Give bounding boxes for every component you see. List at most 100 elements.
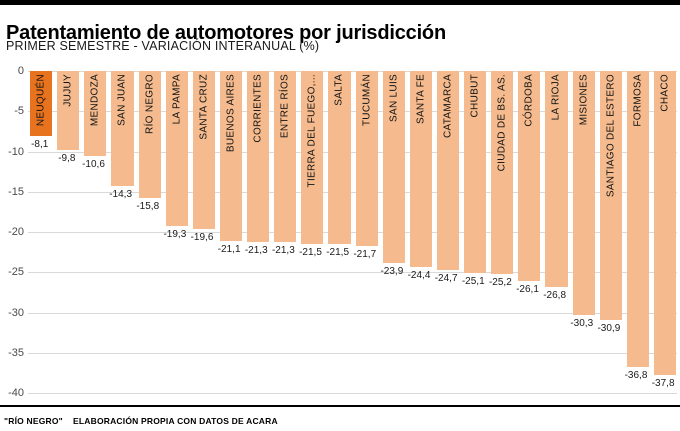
footer: "RÍO NEGRO" ELABORACIÓN PROPIA CON DATOS…	[0, 405, 680, 431]
bar	[382, 71, 405, 264]
bar	[274, 71, 297, 243]
bar-column: FORMOSA -36,8	[624, 71, 649, 393]
bar-value-label: -23,9	[380, 266, 404, 278]
bar-label: SANTA FE	[415, 74, 427, 125]
bar-label: TIERRA DEL FUEGO,...	[306, 74, 318, 188]
bar-value-label: -21,3	[244, 245, 268, 257]
bar-label: CHUBUT	[469, 74, 481, 118]
bar-column: SANTIAGO DEL ESTERO -30,9	[597, 71, 622, 393]
bar-value-label: -21,5	[326, 247, 350, 259]
y-axis-tick-label: -30	[8, 306, 24, 319]
bar-column: ENTRE RÍOS -21,3	[271, 71, 297, 393]
bar-label: ENTRE RÍOS	[279, 74, 291, 139]
gridline	[28, 191, 677, 193]
bar-column: RÍO NEGRO -15,8	[136, 71, 161, 393]
bar-label: RÍO NEGRO	[144, 74, 156, 134]
bar-value-label: -26,1	[516, 284, 539, 296]
chart-subtitle: PRIMER SEMESTRE - VARIACIÓN INTERANUAL (…	[6, 39, 320, 53]
y-axis-tick-label: -25	[8, 266, 24, 279]
bar-value-label: -30,9	[597, 322, 621, 334]
bar-column: BUENOS AIRES -21,1	[217, 71, 242, 393]
bar	[545, 71, 568, 287]
plot-area: NEUQUÉN -8,1 JUJUY -9,8 MENDOZA -10,6 SAN JUAN…	[30, 71, 676, 393]
source-attribution: "RÍO NEGRO"	[4, 416, 63, 426]
bar-value-label: -30,3	[570, 317, 594, 329]
bar	[464, 71, 487, 274]
bar-column: SANTA FE -24,4	[407, 71, 432, 393]
bar-value-label: -37,8	[651, 378, 675, 390]
bar-label: SANTA CRUZ	[198, 74, 210, 140]
bar-column: TUCUMÁN -21,7	[353, 71, 378, 393]
bar-label: CATAMARCA	[442, 74, 454, 138]
bar-label: CORRIENTES	[252, 74, 264, 143]
bar-column: SAN LUIS -23,9	[380, 71, 405, 393]
gridline	[28, 393, 677, 394]
bar-column: CÓRDOBA -26,1	[516, 71, 541, 393]
bar-label: BUENOS AIRES	[225, 74, 237, 153]
y-axis-tick-label: 0	[17, 65, 24, 77]
bar-value-label: -10,6	[82, 159, 105, 171]
bar-column: SANTA CRUZ -19,6	[190, 71, 215, 393]
bar-column: MISIONES -30,3	[570, 71, 595, 393]
bar-label: LA PAMPA	[171, 74, 183, 125]
bar-column: SAN JUAN -14,3	[109, 71, 134, 393]
bar	[111, 71, 134, 187]
bar-value-label: -19,6	[190, 231, 214, 243]
bar-value-label: -21,1	[217, 243, 241, 255]
bar-label: TUCUMÁN	[361, 74, 373, 127]
bar-label: LA RIOJA	[550, 74, 562, 121]
bar-label: CHACO	[659, 74, 671, 112]
bar-value-label: -21,7	[353, 248, 377, 260]
bar-column: SALTA -21,5	[326, 71, 351, 393]
bar-value-label: -24,7	[434, 272, 458, 284]
bar-label: JUJUY	[62, 74, 74, 107]
bar	[626, 71, 649, 368]
y-axis-tick-label: -10	[8, 145, 24, 158]
bar-column: MENDOZA -10,6	[82, 71, 107, 393]
y-axis-tick-label: -35	[8, 346, 24, 359]
bar-value-label: -15,8	[136, 201, 160, 213]
bar-column: CATAMARCA -24,7	[434, 71, 459, 393]
bar-value-label: -21,3	[271, 245, 295, 257]
bar	[328, 71, 351, 245]
bar-value-label: -19,3	[163, 229, 187, 241]
bar-column: NEUQUÉN -8,1	[30, 71, 53, 393]
bar	[30, 71, 53, 137]
bar	[57, 71, 80, 150]
bar-chart: 0 -5 -10 -15 -20 -25 -30 -35 -40 NEUQUÉN -8,1 JUJU…	[0, 65, 680, 399]
bar-value-label: -25,2	[488, 276, 512, 288]
bar-label: CIUDAD DE BS. AS.	[496, 74, 508, 172]
gridline	[28, 312, 677, 314]
top-accent-bar	[0, 0, 680, 5]
bar-label: SALTA	[333, 74, 345, 106]
y-axis-tick-label: -15	[8, 185, 24, 198]
bar-column: LA RIOJA -26,8	[543, 71, 568, 393]
bar-label: FORMOSA	[632, 74, 644, 127]
bar	[355, 71, 378, 246]
bar-label: NEUQUÉN	[35, 74, 47, 127]
bar	[219, 71, 242, 241]
bar-label: MENDOZA	[89, 74, 101, 127]
bar-value-label: -25,1	[461, 276, 485, 288]
bar-label: SAN JUAN	[116, 74, 128, 126]
bar-column: TIERRA DEL FUEGO,... -21,5	[299, 71, 324, 393]
bar	[653, 71, 676, 376]
gridline	[28, 232, 677, 233]
bar-value-label: -24,4	[407, 270, 431, 282]
y-axis-tick-label: -40	[8, 387, 24, 399]
y-axis-tick-label: -5	[14, 105, 24, 118]
bar	[165, 71, 188, 227]
bar	[518, 71, 541, 282]
gridline	[28, 272, 677, 274]
bar-value-label: -36,8	[624, 370, 648, 382]
gridline	[28, 352, 677, 354]
bar	[138, 71, 161, 199]
bar-column: JUJUY -9,8	[57, 71, 80, 393]
bar-value-label: -21,5	[299, 247, 322, 259]
credit-line: ELABORACIÓN PROPIA CON DATOS DE ACARA	[73, 416, 278, 426]
bar	[491, 71, 514, 274]
bar-column: LA PAMPA -19,3	[163, 71, 188, 393]
bar	[192, 71, 215, 229]
gridline	[28, 71, 677, 72]
